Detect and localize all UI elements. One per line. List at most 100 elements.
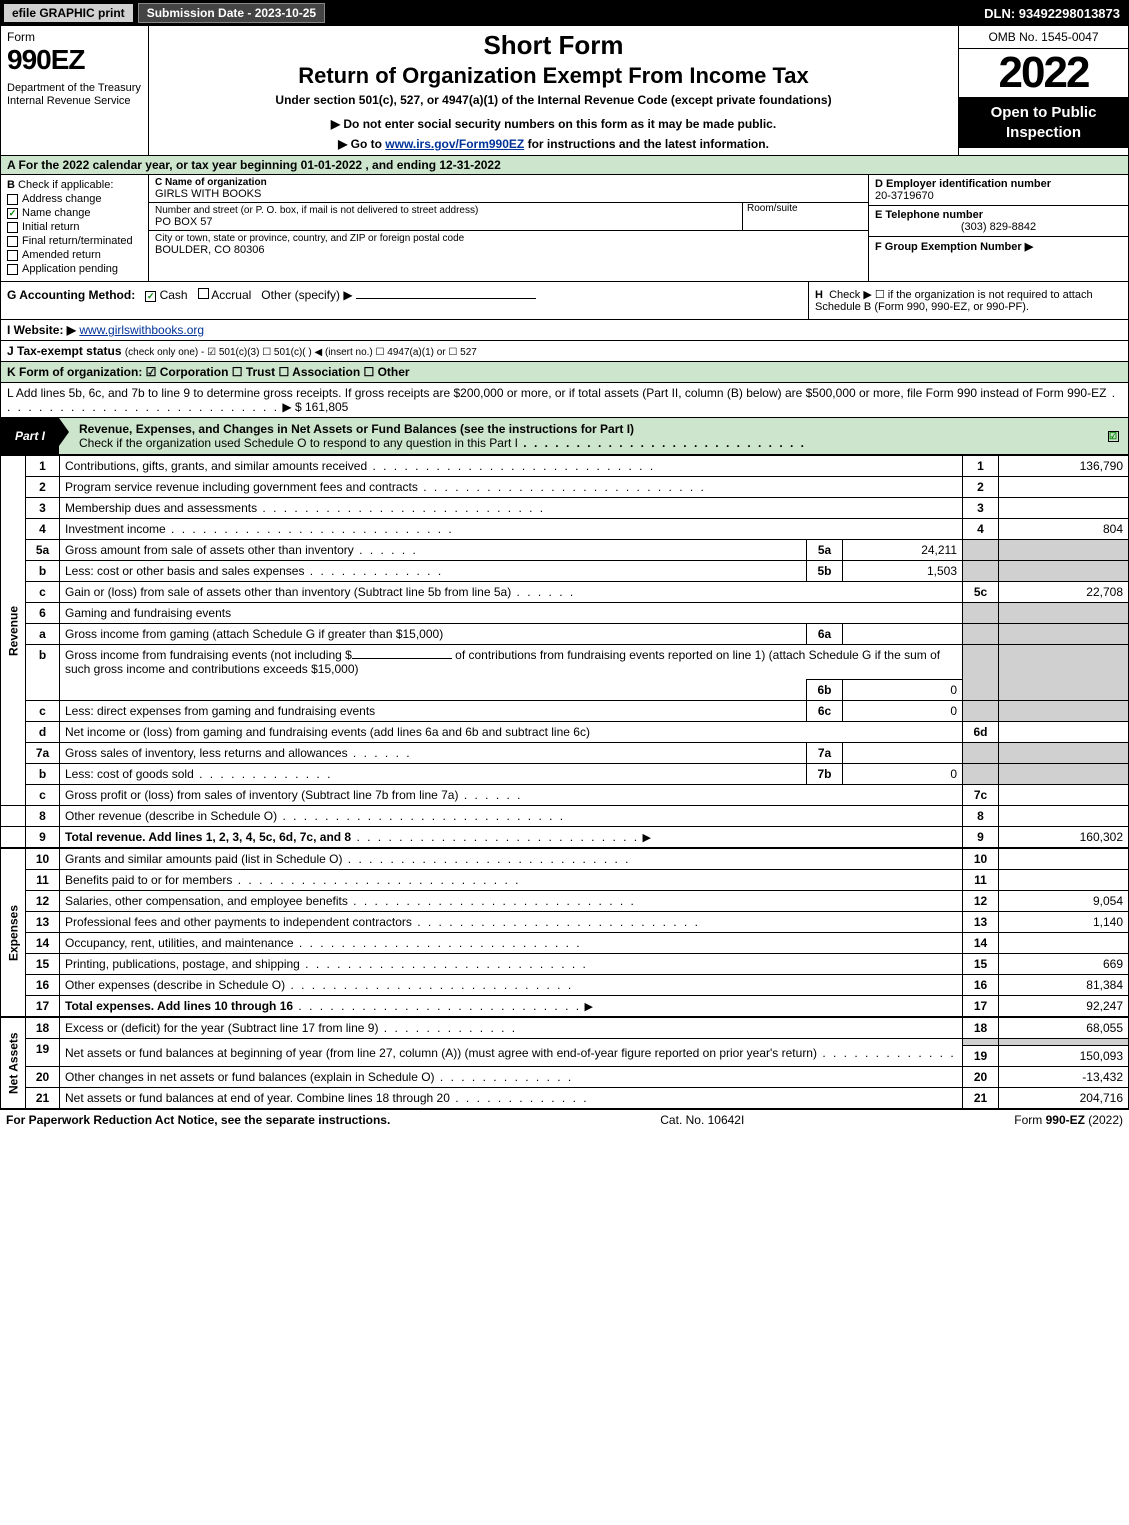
part-1-title-text: Revenue, Expenses, and Changes in Net As… xyxy=(79,422,634,436)
website-link[interactable]: www.girlswithbooks.org xyxy=(79,323,204,337)
short-form-title: Short Form xyxy=(157,30,950,61)
line-num: 4 xyxy=(26,519,60,540)
table-row: 4 Investment income 4 804 xyxy=(1,519,1129,540)
street-row: Number and street (or P. O. box, if mail… xyxy=(149,203,868,231)
l-text: L Add lines 5b, 6c, and 7b to line 9 to … xyxy=(7,386,1106,400)
cb-label: Initial return xyxy=(22,221,79,233)
part-1-check: ☑ xyxy=(1098,418,1128,454)
line-amount xyxy=(999,933,1129,954)
table-row: c Gain or (loss) from sale of assets oth… xyxy=(1,582,1129,603)
table-row: b Less: cost or other basis and sales ex… xyxy=(1,561,1129,582)
dots-icon xyxy=(412,915,700,929)
efile-print-button[interactable]: efile GRAPHIC print xyxy=(3,3,134,23)
line-desc: Excess or (deficit) for the year (Subtra… xyxy=(60,1018,963,1039)
expenses-side-label: Expenses xyxy=(1,849,26,1017)
line-desc: Total expenses. Add lines 10 through 16 … xyxy=(60,996,963,1017)
dots-icon xyxy=(342,852,630,866)
cb-label: Name change xyxy=(22,207,91,219)
line-num: 11 xyxy=(26,870,60,891)
line-num: c xyxy=(26,785,60,806)
line-box: 8 xyxy=(963,806,999,827)
dots-icon xyxy=(300,957,588,971)
section-c: C Name of organization GIRLS WITH BOOKS … xyxy=(149,175,868,281)
dots-icon xyxy=(293,999,581,1013)
line-box: 17 xyxy=(963,996,999,1017)
line-box: 5c xyxy=(963,582,999,603)
revenue-side-label: Revenue xyxy=(1,456,26,806)
cb-amended-return[interactable]: Amended return xyxy=(7,249,142,261)
dots-icon xyxy=(418,480,706,494)
g-other-blank xyxy=(356,298,536,299)
cb-label: Final return/terminated xyxy=(22,235,133,247)
group-exemption-row: F Group Exemption Number ▶ xyxy=(869,237,1128,281)
line-amount: -13,432 xyxy=(999,1067,1129,1088)
dots-icon xyxy=(817,1046,956,1060)
sub-box: 5b xyxy=(807,561,843,582)
table-row: 16 Other expenses (describe in Schedule … xyxy=(1,975,1129,996)
line-amount: 136,790 xyxy=(999,456,1129,477)
dots-icon xyxy=(277,809,565,823)
cb-address-change[interactable]: Address change xyxy=(7,193,142,205)
line-amount: 92,247 xyxy=(999,996,1129,1017)
line-amount: 68,055 xyxy=(999,1018,1129,1039)
dots-icon xyxy=(354,543,418,557)
line-box: 11 xyxy=(963,870,999,891)
table-row: b Less: cost of goods sold 7b 0 xyxy=(1,764,1129,785)
goto-pre: ▶ Go to xyxy=(338,137,385,151)
line-box: 7c xyxy=(963,785,999,806)
g-pre: G Accounting Method: xyxy=(7,288,135,302)
table-row: d Net income or (loss) from gaming and f… xyxy=(1,722,1129,743)
line-desc xyxy=(60,680,807,701)
cb-application-pending[interactable]: Application pending xyxy=(7,263,142,275)
line-desc: Printing, publications, postage, and shi… xyxy=(60,954,963,975)
line-desc: Less: direct expenses from gaming and fu… xyxy=(60,701,807,722)
dots-icon xyxy=(294,936,582,950)
dots-icon xyxy=(194,767,333,781)
line-box xyxy=(963,701,999,722)
cb-name-change[interactable]: ✓Name change xyxy=(7,207,142,219)
line-num: b xyxy=(26,764,60,785)
city-value: BOULDER, CO 80306 xyxy=(155,244,862,256)
table-row: 17 Total expenses. Add lines 10 through … xyxy=(1,996,1129,1017)
irs-link[interactable]: www.irs.gov/Form990EZ xyxy=(385,137,524,151)
cb-initial-return[interactable]: Initial return xyxy=(7,221,142,233)
line-amount xyxy=(999,722,1129,743)
cb-final-return[interactable]: Final return/terminated xyxy=(7,235,142,247)
dots-icon xyxy=(285,978,573,992)
table-row: b Gross income from fundraising events (… xyxy=(1,645,1129,680)
org-name: GIRLS WITH BOOKS xyxy=(155,188,862,200)
cb-label: Amended return xyxy=(22,249,101,261)
line-num: 19 xyxy=(26,1039,60,1067)
line-amount: 150,093 xyxy=(999,1046,1129,1067)
b-label: B xyxy=(7,179,15,191)
line-amount xyxy=(999,1039,1129,1046)
line-box: 10 xyxy=(963,849,999,870)
sub-box: 7a xyxy=(807,743,843,764)
department-label: Department of the Treasury Internal Reve… xyxy=(7,82,142,108)
line-box: 3 xyxy=(963,498,999,519)
part-1-title: Revenue, Expenses, and Changes in Net As… xyxy=(59,418,1098,454)
line-num: 12 xyxy=(26,891,60,912)
line-num: 18 xyxy=(26,1018,60,1039)
line-desc: Less: cost or other basis and sales expe… xyxy=(60,561,807,582)
expenses-table: Expenses 10 Grants and similar amounts p… xyxy=(0,848,1129,1017)
g-accrual: Accrual xyxy=(211,288,251,302)
g-other: Other (specify) ▶ xyxy=(261,288,352,302)
g-cash: Cash xyxy=(160,288,188,302)
table-row: 6 Gaming and fundraising events xyxy=(1,603,1129,624)
cb-label: Address change xyxy=(22,193,102,205)
ein-value: 20-3719670 xyxy=(875,190,934,202)
line-desc: Occupancy, rent, utilities, and maintena… xyxy=(60,933,963,954)
line-desc: Net income or (loss) from gaming and fun… xyxy=(60,722,963,743)
return-title: Return of Organization Exempt From Incom… xyxy=(157,63,950,89)
footer-mid: Cat. No. 10642I xyxy=(660,1113,744,1127)
net-assets-side-label: Net Assets xyxy=(1,1018,26,1109)
line-box xyxy=(963,603,999,624)
line-j: J Tax-exempt status (check only one) - ☑… xyxy=(0,341,1129,362)
sub-box: 6b xyxy=(807,680,843,701)
top-bar: efile GRAPHIC print Submission Date - 20… xyxy=(0,0,1129,26)
line-box xyxy=(963,764,999,785)
line-box: 20 xyxy=(963,1067,999,1088)
submission-date-button[interactable]: Submission Date - 2023-10-25 xyxy=(138,3,325,23)
f-label: F Group Exemption Number ▶ xyxy=(875,241,1033,253)
